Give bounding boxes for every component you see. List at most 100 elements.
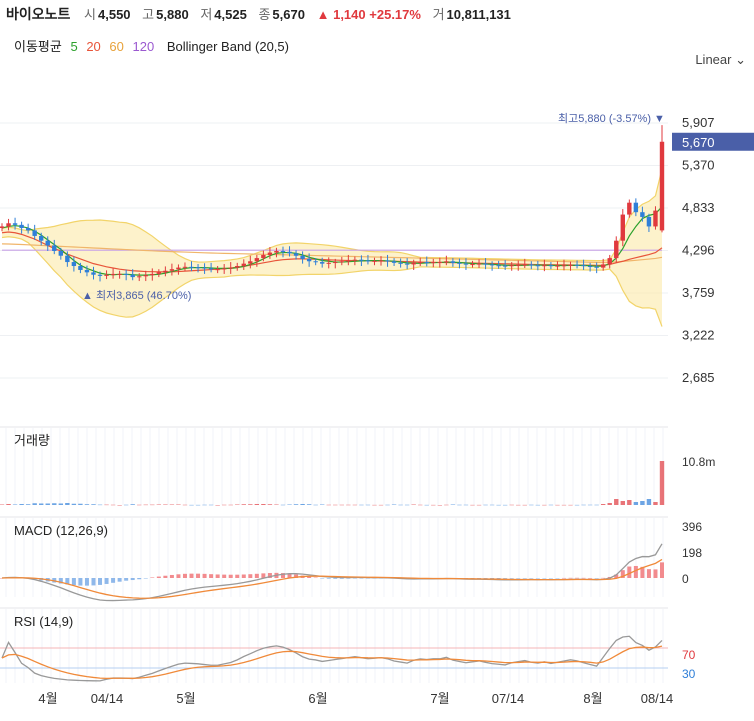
- macd-histogram-bar: [568, 577, 573, 579]
- ma-60-label[interactable]: 60: [109, 39, 124, 54]
- high-marker-label: 최고5,880 (-3.57%) ▼: [558, 112, 665, 125]
- volume-bar: [156, 504, 162, 505]
- volume-bar: [659, 461, 665, 505]
- volume-bar: [352, 504, 358, 506]
- price-tick-label: 4,296: [682, 243, 715, 258]
- volume-bar: [607, 503, 612, 505]
- price-tick-label: 5,907: [682, 115, 715, 130]
- ma-120-label[interactable]: 120: [132, 39, 155, 54]
- candle-body: [404, 263, 410, 265]
- volume-bar: [574, 504, 580, 506]
- volume-bar: [542, 504, 547, 506]
- volume-bar: [261, 504, 266, 505]
- macd-histogram-bar: [228, 574, 233, 578]
- candle-body: [326, 262, 331, 264]
- volume-bar: [91, 504, 96, 505]
- macd-histogram-bar: [581, 577, 586, 579]
- candle-body: [169, 269, 175, 271]
- macd-histogram-bar: [313, 577, 318, 579]
- macd-plot: [0, 543, 664, 602]
- volume-bar: [235, 504, 240, 505]
- candle-body: [431, 262, 436, 264]
- rsi-signal-line: [1, 645, 663, 679]
- volume-bar: [293, 504, 299, 505]
- current-price-label: 5,670: [682, 135, 715, 150]
- candle-body: [587, 266, 593, 268]
- macd-histogram-bar: [594, 578, 599, 579]
- macd-panel: MACD (12,26,9) 396 198 0: [0, 520, 702, 602]
- price-tick-label: 3,222: [682, 328, 715, 343]
- candle-body: [110, 273, 116, 275]
- candle-body: [6, 223, 11, 227]
- candle-body: [248, 261, 253, 264]
- date-tick-label: 08/14: [641, 691, 674, 706]
- rsi-line: [1, 635, 663, 682]
- macd-tick-0: 0: [682, 572, 689, 586]
- ma-5-label[interactable]: 5: [70, 39, 78, 54]
- volume-bar: [483, 504, 488, 506]
- candle-body: [594, 266, 599, 268]
- volume-bar: [365, 504, 371, 506]
- volume-bar: [561, 504, 567, 506]
- volume-bar: [418, 504, 423, 506]
- date-tick-label: 6월: [308, 691, 327, 706]
- candle-body: [287, 251, 292, 254]
- volume-bar: [58, 503, 64, 505]
- macd-histogram-bar: [280, 573, 285, 578]
- macd-histogram-bar: [640, 566, 645, 578]
- candle-body: [117, 273, 122, 275]
- volume-bar: [404, 504, 410, 506]
- candle-body: [143, 275, 148, 277]
- candle-body: [659, 141, 665, 231]
- ma-20-label[interactable]: 20: [86, 39, 101, 54]
- candle-body: [581, 265, 586, 267]
- volume-bar: [489, 504, 495, 506]
- volume-bar: [437, 505, 443, 506]
- candle-body: [424, 262, 429, 264]
- volume-bar: [431, 504, 436, 506]
- candle-body: [372, 260, 377, 262]
- candle-body: [411, 262, 416, 265]
- volume-bar: [378, 504, 384, 506]
- candle-body: [496, 265, 501, 267]
- macd-histogram-bar: [241, 574, 246, 578]
- volume-bar: [169, 504, 175, 505]
- volume-bar: [228, 504, 233, 506]
- candle-body: [150, 273, 155, 276]
- open-value: 4,550: [98, 7, 131, 22]
- bollinger-label[interactable]: Bollinger Band (20,5): [166, 39, 289, 54]
- candle-body: [91, 272, 96, 275]
- candle-body: [555, 265, 560, 267]
- volume-bar: [189, 504, 194, 506]
- change-percent: +25.17%: [369, 7, 421, 22]
- volume-bar: [45, 503, 50, 505]
- candle-body: [130, 274, 135, 278]
- current-price-tag: [672, 132, 754, 151]
- price-tick-label: 2,685: [682, 370, 715, 385]
- macd-histogram-bar: [620, 570, 625, 578]
- candle-body: [522, 264, 527, 266]
- macd-histogram-bar: [84, 578, 89, 586]
- candle-body: [176, 267, 181, 270]
- volume-bar: [267, 504, 273, 505]
- macd-histogram-bar: [222, 574, 227, 578]
- candle-body: [182, 266, 188, 268]
- scale-select[interactable]: Linear ⌄: [695, 52, 746, 68]
- candle-body: [600, 264, 606, 268]
- volume-bar: [6, 504, 11, 505]
- macd-histogram-bar: [614, 574, 619, 578]
- candle-body: [25, 228, 31, 231]
- candle-body: [346, 260, 351, 262]
- candle-body: [653, 210, 658, 227]
- macd-histogram-bar: [287, 573, 292, 578]
- volume-value: 10,811,131: [446, 7, 511, 22]
- candle-body: [97, 274, 103, 276]
- volume-bar: [202, 504, 207, 506]
- candle-body: [398, 262, 403, 264]
- volume-bar: [620, 501, 625, 505]
- candle-body: [261, 254, 266, 259]
- candle-body: [235, 266, 240, 268]
- macd-histogram-bar: [261, 573, 266, 578]
- candle-body: [137, 276, 142, 278]
